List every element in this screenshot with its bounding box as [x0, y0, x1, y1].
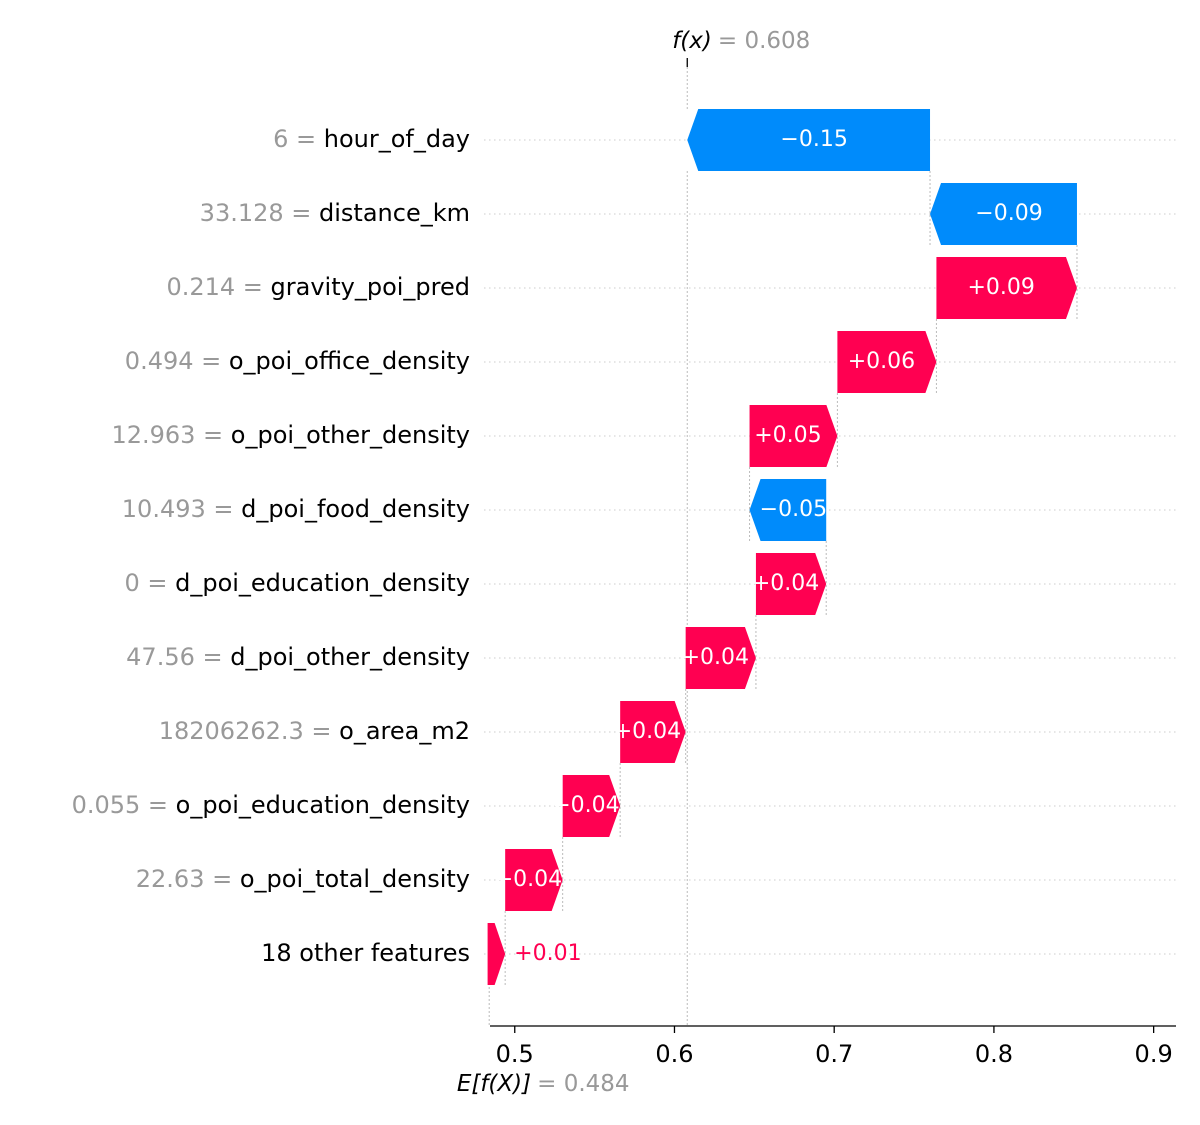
- feature-value: 0.214 =: [166, 273, 270, 301]
- positive-bar: [562, 775, 621, 837]
- feature-value: 6 =: [273, 125, 324, 153]
- positive-bar: [487, 923, 506, 985]
- feature-name: hour_of_day: [324, 125, 470, 153]
- feature-name: d_poi_other_density: [230, 643, 470, 671]
- feature-label: 18 other features: [261, 939, 470, 967]
- feature-name: o_poi_education_density: [176, 791, 470, 819]
- feature-name: distance_km: [319, 199, 470, 227]
- efx-marker: E[f(X)] = 0.484: [457, 1071, 630, 1097]
- bar-value-label: +0.04: [752, 571, 819, 596]
- feature-label: 18206262.3 = o_area_m2: [159, 717, 470, 745]
- negative-bar: [930, 183, 1077, 245]
- feature-name: 18 other features: [261, 939, 470, 967]
- feature-name: o_poi_other_density: [231, 421, 470, 449]
- feature-value: 10.493 =: [122, 495, 241, 523]
- bar-value-label: −0.05: [760, 497, 827, 522]
- positive-bar: [837, 331, 937, 393]
- feature-value: 0 =: [124, 569, 175, 597]
- negative-bar: [687, 109, 931, 171]
- efx-label: E[f(X)] = 0.484: [457, 1071, 630, 1097]
- bar-value-label: +0.06: [848, 349, 915, 374]
- bar-value-label: −0.15: [780, 127, 847, 152]
- feature-label: 0.055 = o_poi_education_density: [72, 791, 470, 819]
- feature-label: 0.494 = o_poi_office_density: [125, 347, 470, 375]
- feature-labels: 6 = hour_of_day 33.128 = distance_km 0.214…: [72, 125, 470, 967]
- positive-bar: [749, 405, 838, 467]
- feature-value: 0.494 =: [125, 347, 229, 375]
- bar-value-label: +0.04: [614, 719, 681, 744]
- negative-bar: [749, 479, 827, 541]
- feature-label: 10.493 = d_poi_food_density: [122, 495, 470, 523]
- feature-name: d_poi_education_density: [175, 569, 470, 597]
- positive-bar: [505, 849, 563, 911]
- efx-value: = 0.484: [537, 1071, 629, 1097]
- x-tick-label: 0.9: [1135, 1040, 1173, 1068]
- feature-name: o_area_m2: [339, 717, 470, 745]
- feature-label: 0 = d_poi_education_density: [124, 569, 470, 597]
- bar-value-label: +0.09: [967, 275, 1034, 300]
- feature-name: gravity_poi_pred: [271, 273, 470, 301]
- feature-label: 12.963 = o_poi_other_density: [111, 421, 470, 449]
- bar-value-label: +0.04: [552, 793, 619, 818]
- positive-bar: [620, 701, 686, 763]
- feature-value: 33.128 =: [200, 199, 319, 227]
- feature-label: 0.214 = gravity_poi_pred: [166, 273, 470, 301]
- feature-label: 6 = hour_of_day: [273, 125, 470, 153]
- efx-prefix: E[f(X)]: [457, 1071, 531, 1097]
- feature-value: 47.56 =: [126, 643, 230, 671]
- fx-value: = 0.608: [718, 28, 810, 54]
- x-tick-label: 0.7: [815, 1040, 853, 1068]
- fx-label: f(x) = 0.608: [672, 28, 810, 54]
- feature-value: 22.63 =: [136, 865, 240, 893]
- bar-value-label: +0.05: [754, 423, 821, 448]
- positive-bar: [755, 553, 827, 615]
- feature-value: 18206262.3 =: [159, 717, 339, 745]
- bar-value-label: −0.09: [975, 201, 1042, 226]
- feature-name: d_poi_food_density: [241, 495, 470, 523]
- fx-prefix: f(x): [672, 28, 712, 54]
- bars: −0.15 −0.09 +0.09 +0.06 +0.05 −0.05 +0.04 +0.04…: [487, 109, 1077, 985]
- bar-value-label: +0.01: [514, 941, 581, 966]
- fx-marker: f(x) = 0.608: [672, 28, 810, 67]
- x-tick-label: 0.6: [655, 1040, 693, 1068]
- feature-label: 33.128 = distance_km: [200, 199, 470, 227]
- positive-bar: [936, 257, 1077, 319]
- feature-value: 0.055 =: [72, 791, 176, 819]
- x-axis: 0.5 0.6 0.7 0.8 0.9: [490, 1025, 1176, 1068]
- reference-lines: [488, 67, 1078, 1026]
- x-tick-label: 0.5: [496, 1040, 534, 1068]
- bar-value-label: +0.04: [682, 645, 749, 670]
- feature-label: 22.63 = o_poi_total_density: [136, 865, 470, 893]
- feature-value: 12.963 =: [111, 421, 230, 449]
- feature-name: o_poi_total_density: [240, 865, 470, 893]
- x-tick-label: 0.8: [975, 1040, 1013, 1068]
- positive-bar: [685, 627, 756, 689]
- bar-value-label: +0.04: [495, 867, 562, 892]
- feature-name: o_poi_office_density: [229, 347, 470, 375]
- feature-label: 47.56 = d_poi_other_density: [126, 643, 470, 671]
